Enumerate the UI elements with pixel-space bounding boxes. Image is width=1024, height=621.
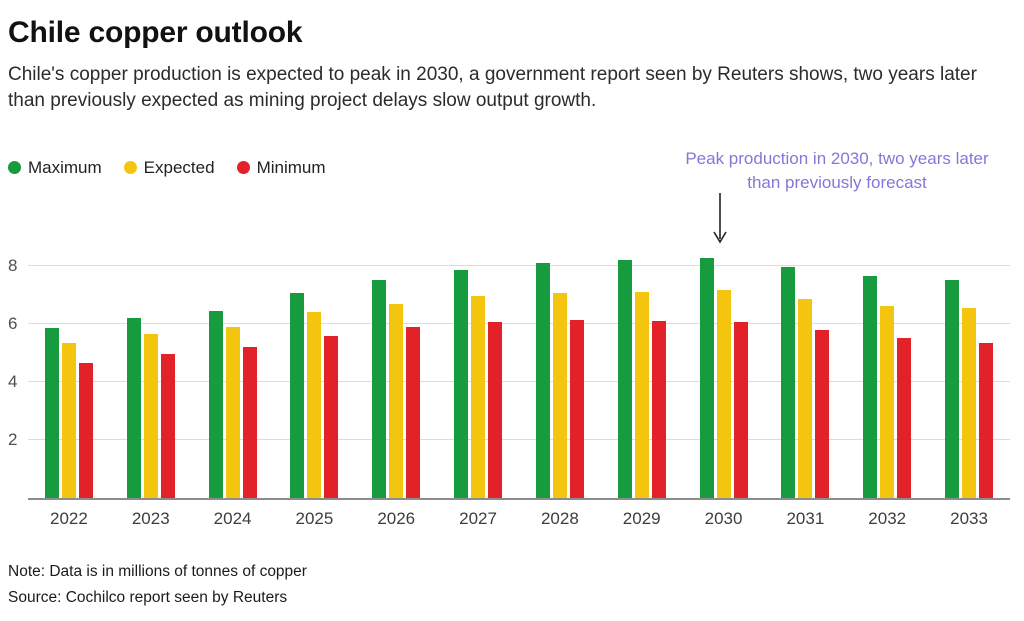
bar-expected-2028 [552, 293, 567, 499]
bar-expected-2022 [61, 342, 76, 499]
bar-maximum-2026 [372, 280, 387, 499]
x-axis: 2022 2023 2024 2025 2026 2027 2028 2029 2030 2031… [28, 509, 1010, 529]
bar-group-2023 [110, 248, 192, 499]
bar-expected-2026 [389, 303, 404, 499]
gridline: 8 [8, 256, 1010, 275]
bar-expected-2023 [143, 334, 158, 499]
bar-maximum-2025 [290, 293, 305, 499]
annotation-text: Peak production in 2030, two years later… [685, 149, 989, 193]
x-tick-label-2024: 2024 [213, 509, 252, 529]
bar-maximum-2032 [863, 275, 878, 499]
bar-expected-2027 [471, 296, 486, 499]
bar-group-2026 [355, 248, 437, 499]
x-tick-label-2022: 2022 [50, 509, 88, 529]
bar-minimum-2027 [488, 322, 503, 499]
bar-maximum-2022 [44, 328, 59, 499]
bar-expected-2030 [716, 290, 731, 499]
legend-item-minimum: Minimum [236, 157, 326, 178]
down-arrow-icon [712, 193, 727, 244]
x-tick-label-2029: 2029 [622, 509, 661, 529]
bar-group-2022 [28, 248, 110, 499]
bar-group-2030 [683, 248, 765, 499]
bar-minimum-2028 [569, 319, 584, 499]
legend: Maximum Expected Minimum [8, 157, 1010, 178]
bar-expected-2032 [880, 306, 895, 499]
bar-group-2025 [273, 248, 355, 499]
bar-minimum-2025 [324, 335, 339, 499]
bar-group-2032 [846, 248, 928, 499]
y-tick-label: 2 [8, 430, 18, 450]
x-tick-label-2027: 2027 [459, 509, 497, 529]
legend-item-maximum: Maximum [8, 158, 102, 178]
legend-swatch-icon [236, 161, 250, 175]
x-tick-label-2033: 2033 [950, 509, 988, 529]
y-tick-label: 6 [8, 313, 18, 333]
bar-minimum-2031 [815, 329, 830, 499]
legend-swatch-icon [8, 161, 21, 175]
legend-item-expected: Expected [123, 157, 215, 178]
bar-maximum-2028 [535, 262, 550, 499]
bar-maximum-2033 [945, 280, 960, 499]
bar-expected-2029 [634, 291, 649, 499]
bar-minimum-2029 [651, 320, 666, 499]
plot-area: 2 4 6 8 [8, 193, 1010, 501]
x-tick-label-2030: 2030 [704, 509, 743, 529]
bar-group-2033 [928, 248, 1010, 499]
bar-maximum-2029 [617, 259, 632, 499]
x-tick-label-2026: 2026 [377, 509, 416, 529]
x-tick-label-2023: 2023 [131, 509, 170, 529]
bar-expected-2031 [798, 299, 813, 499]
y-tick-label: 4 [8, 372, 18, 392]
bar-minimum-2030 [733, 322, 748, 499]
annotation-arrow [710, 192, 730, 244]
legend-swatch-icon [123, 161, 137, 175]
chart-subtitle: Chile's copper production is expected to… [8, 64, 977, 111]
bar-group-2024 [192, 248, 274, 499]
bar-group-2029 [601, 248, 683, 499]
bar-minimum-2024 [242, 347, 257, 499]
bar-minimum-2022 [78, 363, 93, 499]
note-text: Note: Data is in millions of tonnes of c… [8, 563, 307, 581]
bar-minimum-2023 [160, 354, 175, 499]
bar-maximum-2023 [126, 318, 141, 499]
gridline: 2 [8, 430, 1010, 449]
x-tick-label-2025: 2025 [295, 509, 334, 529]
footer: Note: Data is in millions of tonnes of c… [8, 559, 1010, 611]
bar-group-2027 [437, 248, 519, 499]
x-tick-label-2031: 2031 [786, 509, 825, 529]
x-tick-label-2028: 2028 [540, 509, 579, 529]
gridline: 4 [8, 372, 1010, 391]
bar-expected-2033 [962, 307, 977, 499]
bar-group-2028 [519, 248, 601, 499]
x-tick-label-2032: 2032 [868, 509, 907, 529]
y-tick-label: 8 [8, 255, 18, 275]
legend-label: Expected [143, 157, 215, 177]
bar-maximum-2027 [454, 270, 469, 499]
bar-groups [28, 248, 1010, 499]
bar-minimum-2026 [406, 326, 421, 499]
bar-expected-2025 [307, 312, 322, 499]
bar-minimum-2032 [897, 338, 912, 499]
gridline: 6 [8, 314, 1010, 333]
bar-minimum-2033 [979, 342, 994, 499]
source-text: Source: Cochilco report seen by Reuters [8, 589, 288, 607]
chart: Maximum Expected Minimum Peak production i… [8, 149, 1010, 529]
bar-maximum-2031 [781, 267, 796, 499]
bar-maximum-2030 [699, 258, 714, 499]
legend-label: Minimum [256, 157, 326, 177]
legend-label: Maximum [28, 157, 102, 177]
page-title: Chile copper outlook [8, 16, 303, 49]
bar-group-2031 [764, 248, 846, 499]
bar-expected-2024 [225, 326, 240, 499]
bar-maximum-2024 [208, 310, 223, 499]
